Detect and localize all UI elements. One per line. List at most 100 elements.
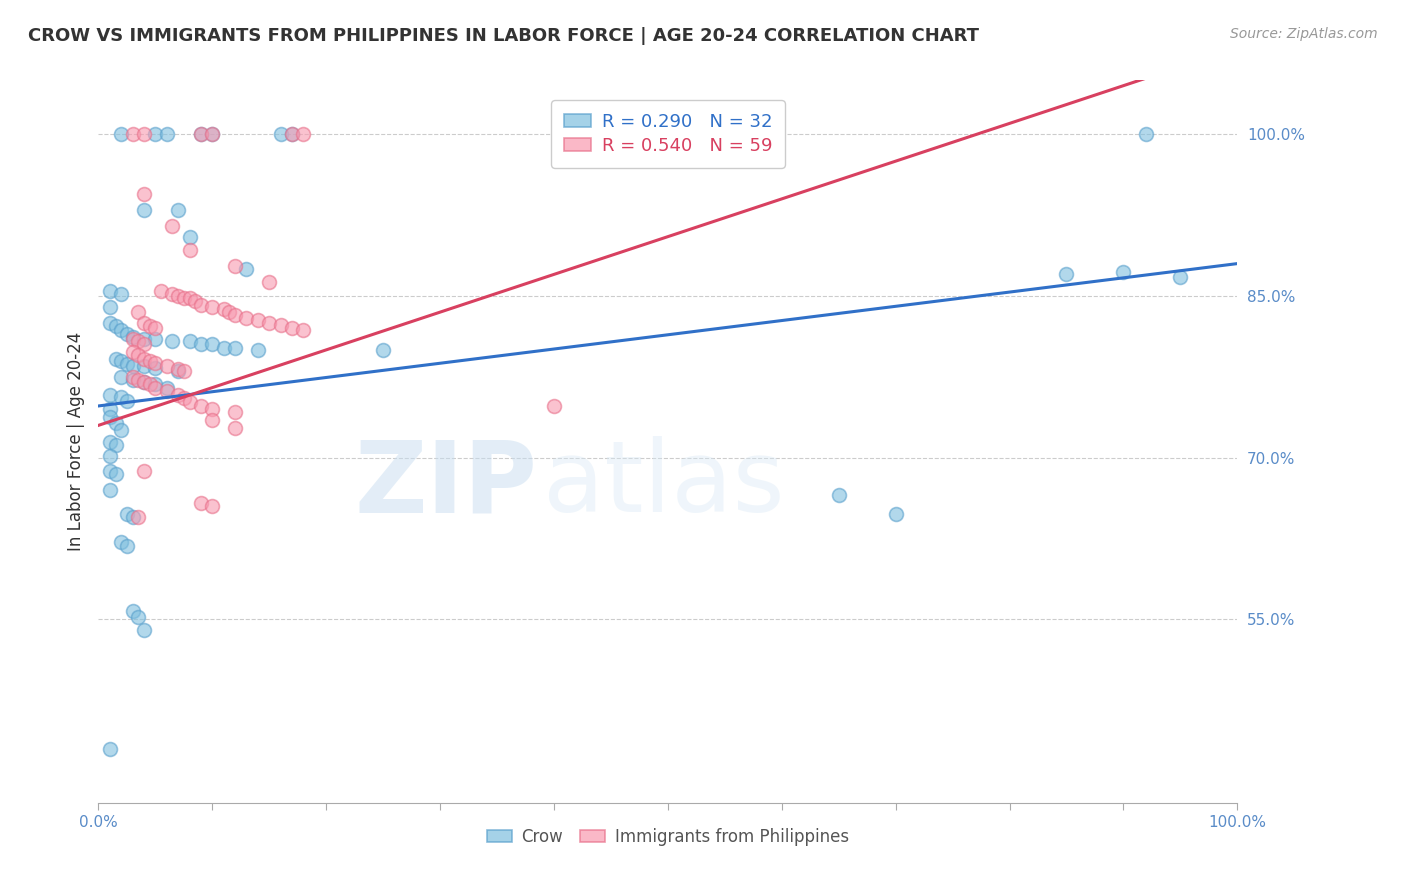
Point: [121, 345, 143, 359]
Point: [212, 301, 235, 316]
Point: [201, 402, 224, 417]
Point: [828, 488, 851, 502]
Y-axis label: In Labor Force | Age 20-24: In Labor Force | Age 20-24: [66, 332, 84, 551]
Point: [98, 464, 121, 478]
Point: [121, 332, 143, 346]
Point: [121, 373, 143, 387]
Point: [132, 376, 155, 390]
Point: [98, 402, 121, 417]
Point: [167, 364, 190, 378]
Point: [110, 323, 132, 337]
Point: [246, 312, 269, 326]
Point: [132, 376, 155, 390]
Point: [184, 294, 207, 309]
Point: [270, 318, 292, 332]
Point: [224, 405, 246, 419]
Point: [98, 300, 121, 314]
Point: [224, 259, 246, 273]
Point: [121, 359, 143, 373]
Point: [145, 127, 167, 141]
Point: [201, 413, 224, 427]
Point: [162, 286, 184, 301]
Point: [235, 310, 257, 325]
Point: [138, 319, 160, 334]
Point: [156, 381, 179, 395]
Text: atlas: atlas: [543, 436, 785, 533]
Point: [132, 332, 155, 346]
Point: [167, 289, 190, 303]
Point: [127, 348, 149, 362]
Point: [224, 420, 246, 434]
Point: [132, 127, 155, 141]
Point: [110, 353, 132, 368]
Point: [235, 262, 257, 277]
Point: [246, 343, 269, 357]
Point: [201, 127, 224, 141]
Point: [127, 373, 149, 387]
Point: [150, 284, 173, 298]
Point: [127, 305, 149, 319]
Point: [259, 275, 281, 289]
Point: [115, 393, 138, 408]
Point: [179, 229, 201, 244]
Point: [190, 127, 212, 141]
Point: [201, 127, 224, 141]
Point: [190, 337, 212, 351]
Point: [156, 359, 179, 373]
Point: [179, 291, 201, 305]
Point: [98, 483, 121, 497]
Point: [110, 390, 132, 404]
Point: [1054, 268, 1078, 282]
Point: [98, 434, 121, 449]
Point: [132, 464, 155, 478]
Point: [1112, 265, 1135, 279]
Point: [145, 381, 167, 395]
Point: [127, 510, 149, 524]
Point: [212, 341, 235, 355]
Point: [292, 323, 315, 337]
Text: CROW VS IMMIGRANTS FROM PHILIPPINES IN LABOR FORCE | AGE 20-24 CORRELATION CHART: CROW VS IMMIGRANTS FROM PHILIPPINES IN L…: [28, 27, 979, 45]
Point: [167, 388, 190, 402]
Point: [1135, 127, 1157, 141]
Point: [132, 359, 155, 373]
Point: [98, 388, 121, 402]
Point: [162, 334, 184, 349]
Point: [104, 351, 127, 366]
Point: [145, 321, 167, 335]
Point: [201, 337, 224, 351]
Point: [104, 319, 127, 334]
Point: [132, 624, 155, 638]
Legend: Crow, Immigrants from Philippines: Crow, Immigrants from Philippines: [479, 821, 856, 852]
Point: [281, 127, 304, 141]
Point: [121, 604, 143, 618]
Point: [127, 610, 149, 624]
Point: [121, 330, 143, 344]
Point: [110, 423, 132, 437]
Point: [543, 399, 565, 413]
Point: [201, 300, 224, 314]
Point: [190, 496, 212, 510]
Point: [190, 399, 212, 413]
Point: [156, 127, 179, 141]
Text: ZIP: ZIP: [354, 436, 537, 533]
Point: [167, 362, 190, 376]
Point: [145, 377, 167, 392]
Point: [138, 353, 160, 368]
Point: [179, 334, 201, 349]
Point: [104, 416, 127, 430]
Point: [104, 467, 127, 481]
Point: [145, 356, 167, 370]
Point: [714, 127, 737, 141]
Point: [115, 507, 138, 521]
Point: [190, 297, 212, 311]
Point: [115, 539, 138, 553]
Point: [110, 127, 132, 141]
Point: [190, 127, 212, 141]
Point: [98, 449, 121, 463]
Point: [138, 377, 160, 392]
Point: [121, 510, 143, 524]
Point: [121, 369, 143, 384]
Point: [281, 127, 304, 141]
Point: [145, 361, 167, 376]
Point: [98, 284, 121, 298]
